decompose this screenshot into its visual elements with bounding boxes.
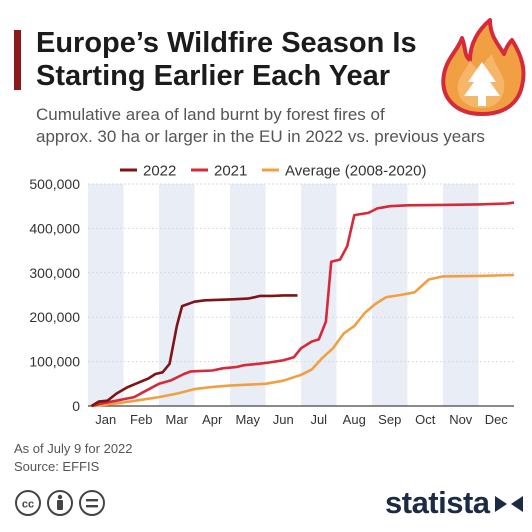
x-tick-label: Dec — [485, 412, 509, 427]
flame-tree-icon — [441, 18, 526, 116]
x-tick-label: Jul — [310, 412, 327, 427]
chart-legend: 2022 2021 Average (2008-2020) — [120, 163, 427, 180]
month-band — [301, 184, 337, 406]
month-band — [88, 184, 124, 406]
x-tick-label: Jan — [95, 412, 116, 427]
x-tick-label: Apr — [202, 412, 223, 427]
x-tick-label: Jun — [273, 412, 294, 427]
series-line-average — [91, 273, 515, 408]
statista-logo-icon — [495, 496, 523, 512]
legend-label: 2021 — [214, 163, 247, 180]
x-tick-label: Aug — [343, 412, 366, 427]
subtitle-line-2: approx. 30 ha or larger in the EU in 202… — [36, 127, 485, 146]
title-accent-bar — [14, 30, 21, 90]
y-tick-label: 200,000 — [29, 309, 80, 325]
y-axis: 0 100,000 200,000 300,000 400,000 500,000 — [29, 176, 514, 414]
svg-text:cc: cc — [22, 499, 34, 511]
legend-item: 2022 — [120, 163, 176, 180]
x-tick-label: Oct — [415, 412, 436, 427]
series-line-2022 — [90, 294, 298, 408]
month-band — [443, 184, 479, 406]
title-line-1: Europe’s Wildfire Season Is — [36, 27, 417, 59]
y-tick-label: 100,000 — [29, 354, 80, 370]
attribution-icon — [47, 490, 73, 516]
source-note: Source: EFFIS — [14, 459, 100, 474]
series-line-2021 — [91, 201, 515, 408]
legend-label: Average (2008-2020) — [285, 163, 427, 180]
statista-logo: statista — [385, 486, 523, 520]
y-tick-label: 400,000 — [29, 220, 80, 236]
x-tick-label: Feb — [130, 412, 152, 427]
page-title: Europe’s Wildfire Season Is Starting Ear… — [36, 27, 456, 93]
license-icons: cc — [15, 490, 105, 516]
chart-note: As of July 9 for 2022 — [14, 441, 133, 456]
y-tick-label: 0 — [72, 398, 80, 414]
cc-icon: cc — [15, 490, 41, 516]
x-tick-label: Mar — [166, 412, 189, 427]
x-axis: Jan Feb Mar Apr May Jun Jul Aug Sep Oct Nov Dec — [95, 412, 508, 427]
no-derivatives-icon — [79, 490, 105, 516]
title-line-2: Starting Earlier Each Year — [36, 60, 391, 92]
x-tick-label: May — [235, 412, 260, 427]
y-tick-label: 300,000 — [29, 265, 80, 281]
brand-name: statista — [385, 486, 491, 520]
page-subtitle: Cumulative area of land burnt by forest … — [36, 104, 526, 148]
x-tick-label: Sep — [378, 412, 401, 427]
legend-item: Average (2008-2020) — [262, 163, 427, 180]
y-tick-label: 500,000 — [29, 176, 80, 192]
x-tick-label: Nov — [449, 412, 473, 427]
legend-label: 2022 — [143, 163, 176, 180]
subtitle-line-1: Cumulative area of land burnt by forest … — [36, 105, 385, 124]
legend-item: 2021 — [191, 163, 247, 180]
series-lines — [90, 201, 515, 408]
month-bands — [88, 184, 479, 406]
